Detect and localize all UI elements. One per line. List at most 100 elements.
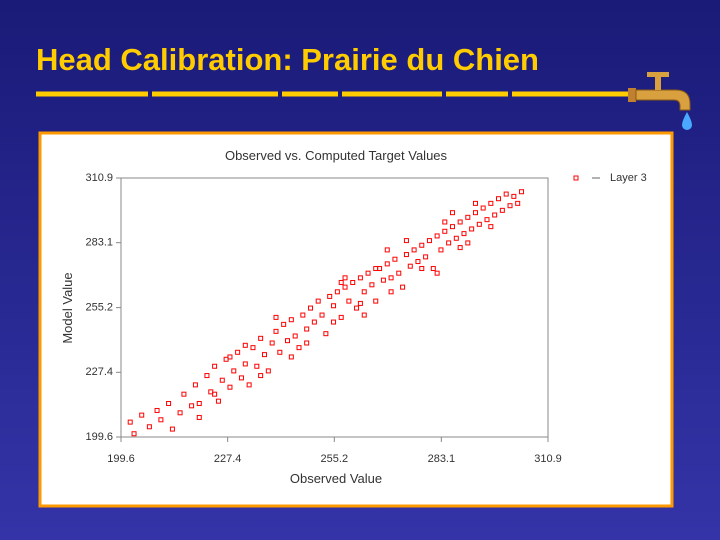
point — [419, 242, 425, 248]
point — [472, 210, 478, 216]
point — [181, 391, 187, 397]
point — [285, 338, 291, 344]
point — [189, 403, 195, 409]
point — [519, 189, 525, 195]
chart-panel — [38, 131, 674, 508]
point — [192, 382, 198, 388]
point — [438, 247, 444, 253]
point — [323, 331, 329, 337]
point — [139, 412, 145, 418]
point — [277, 349, 283, 355]
point — [430, 266, 436, 272]
point — [449, 224, 455, 230]
point — [357, 275, 363, 281]
point — [238, 375, 244, 381]
point — [465, 240, 471, 246]
point — [131, 431, 137, 437]
x-tick-label: 199.6 — [107, 453, 135, 465]
point — [350, 279, 356, 285]
point — [204, 373, 210, 379]
point — [250, 345, 256, 351]
point — [361, 289, 367, 295]
point — [465, 214, 471, 220]
point — [219, 377, 225, 383]
point — [154, 407, 160, 413]
point — [281, 321, 287, 327]
point — [411, 247, 417, 253]
x-tick-label: 227.4 — [214, 453, 242, 465]
point — [499, 207, 505, 213]
point — [476, 221, 482, 227]
point — [457, 245, 463, 251]
point — [369, 282, 375, 288]
point — [304, 326, 310, 332]
point — [503, 191, 509, 197]
point — [288, 317, 294, 323]
point — [373, 266, 379, 272]
point — [158, 417, 164, 423]
point — [469, 226, 475, 232]
legend-marker — [573, 175, 579, 181]
point — [231, 368, 237, 374]
y-axis-title: Model Value — [60, 272, 75, 343]
point — [384, 247, 390, 253]
point — [419, 266, 425, 272]
point — [392, 256, 398, 262]
y-tick-label: 227.4 — [85, 366, 113, 378]
point — [400, 284, 406, 290]
point — [480, 205, 486, 211]
point — [311, 319, 317, 325]
point — [304, 340, 310, 346]
point — [166, 400, 172, 406]
point — [300, 312, 306, 318]
point — [246, 382, 252, 388]
point — [258, 335, 264, 341]
x-axis-title: Observed Value — [290, 471, 382, 486]
point — [396, 270, 402, 276]
point — [488, 200, 494, 206]
point — [146, 424, 152, 430]
y-tick-label: 283.1 — [85, 237, 113, 249]
y-tick-label: 255.2 — [85, 302, 113, 314]
point — [235, 349, 241, 355]
point — [331, 319, 337, 325]
point — [365, 270, 371, 276]
point — [415, 259, 421, 265]
point — [403, 252, 409, 258]
point — [308, 305, 314, 311]
point — [453, 235, 459, 241]
point — [212, 391, 218, 397]
point — [488, 224, 494, 230]
y-tick-label: 310.9 — [85, 172, 113, 184]
chart-title: Observed vs. Computed Target Values — [225, 148, 448, 163]
point — [484, 217, 490, 223]
point — [388, 289, 394, 295]
point — [442, 228, 448, 234]
x-tick-label: 283.1 — [428, 453, 456, 465]
point — [254, 363, 260, 369]
point — [403, 238, 409, 244]
point — [288, 354, 294, 360]
point — [407, 263, 413, 269]
point — [327, 293, 333, 299]
point — [472, 200, 478, 206]
point — [511, 193, 517, 199]
point — [461, 231, 467, 237]
point — [196, 400, 202, 406]
point — [261, 352, 267, 358]
slide-title: Head Calibration: Prairie du Chien — [36, 42, 539, 77]
point — [492, 212, 498, 218]
point — [331, 303, 337, 309]
point — [212, 363, 218, 369]
point — [258, 373, 264, 379]
point — [342, 284, 348, 290]
point — [373, 298, 379, 304]
point — [169, 426, 175, 432]
point — [346, 298, 352, 304]
point — [338, 279, 344, 285]
point — [496, 196, 502, 202]
point — [354, 305, 360, 311]
point — [227, 384, 233, 390]
point — [319, 312, 325, 318]
